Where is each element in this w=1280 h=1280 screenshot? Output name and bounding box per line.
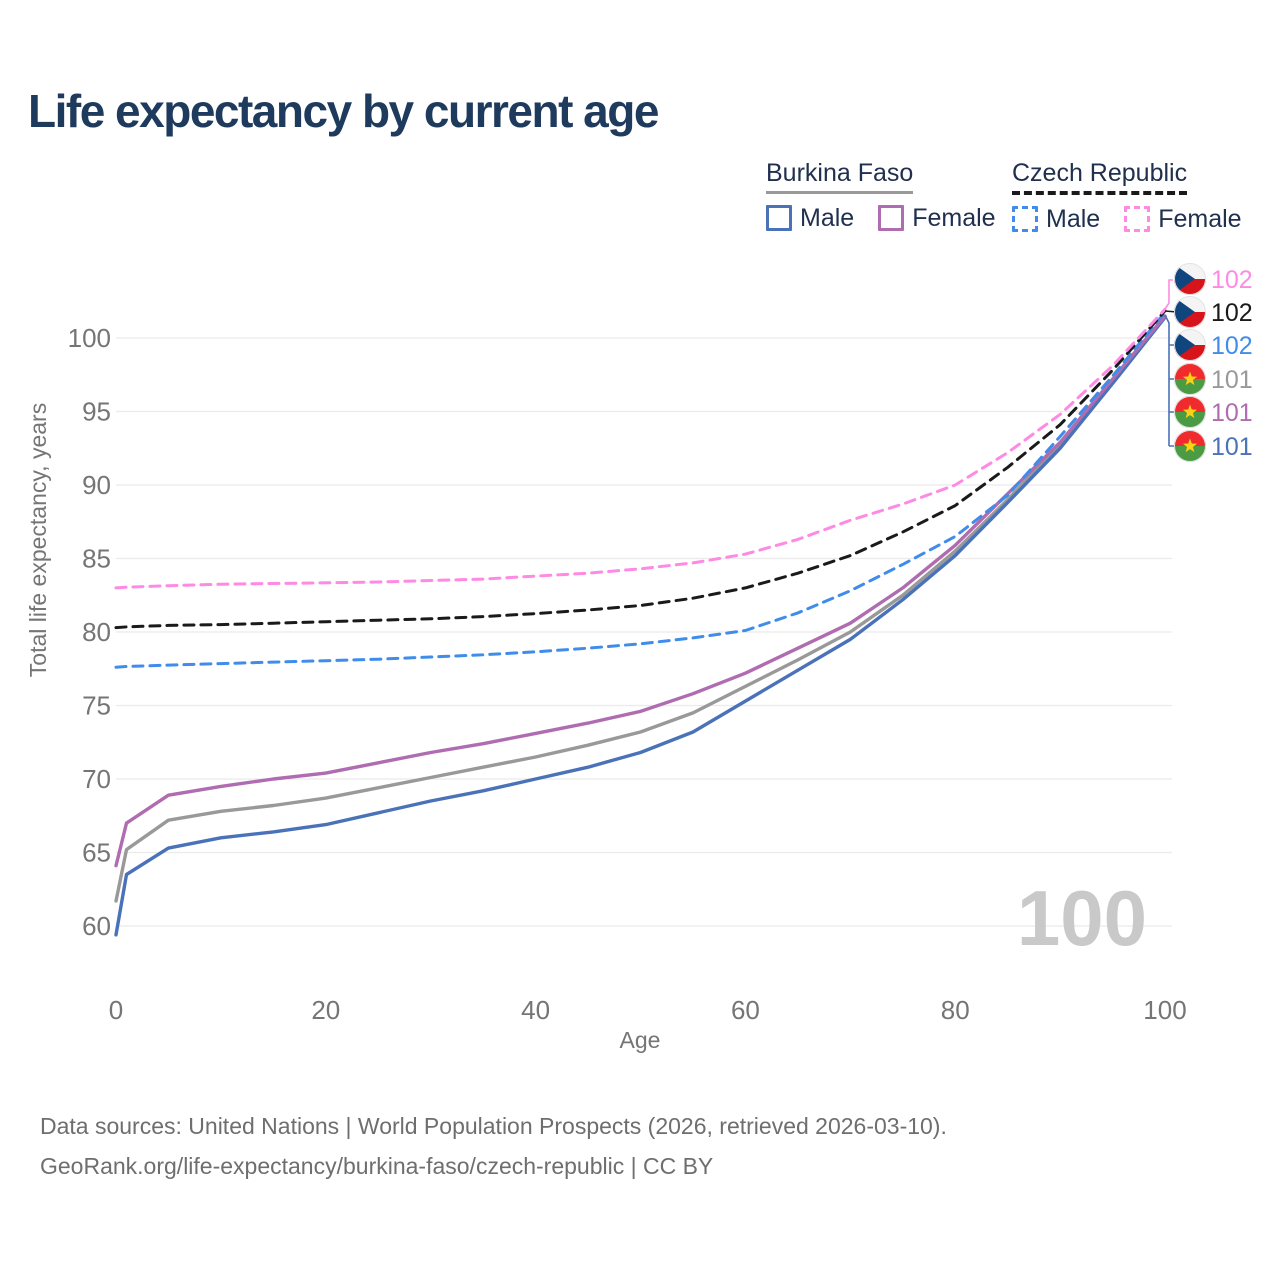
y-tick-label-60: 60	[82, 911, 111, 941]
y-tick-label-80: 80	[82, 617, 111, 647]
end-label-2: 102	[1211, 332, 1253, 360]
legend-item-burkina-faso-female[interactable]: Female	[878, 204, 996, 232]
legend-item-czech-republic-female[interactable]: Female	[1124, 205, 1242, 233]
footer: Data sources: United Nations | World Pop…	[40, 1106, 947, 1186]
x-tick-label-60: 60	[731, 995, 760, 1025]
czech-republic-flag-icon	[1174, 296, 1206, 328]
czech-republic-flag-icon	[1174, 329, 1206, 361]
legend-swatch-burkina-faso-male[interactable]	[766, 205, 792, 231]
legend-label-burkina-faso-male: Male	[800, 204, 855, 232]
y-tick-label-95: 95	[82, 397, 111, 427]
legend-group-burkina-faso-name[interactable]: Burkina Faso	[766, 160, 914, 194]
end-label-0: 102	[1211, 266, 1253, 294]
y-tick-label-75: 75	[82, 691, 111, 721]
x-axis-title: Age	[620, 1027, 661, 1053]
flag-border	[1174, 430, 1206, 462]
legend-swatch-burkina-faso-female[interactable]	[878, 205, 905, 231]
y-tick-label-100: 100	[68, 323, 111, 353]
legend-group-czech-republic: Czech Republic Male Female	[1012, 160, 1242, 232]
y-axis-title: Total life expectancy, years	[25, 403, 51, 677]
leader-line-czech-both	[1164, 310, 1178, 313]
series-line-burkina-faso-female[interactable]	[114, 314, 1167, 868]
y-tick-label-90: 90	[82, 470, 111, 500]
x-tick-label-80: 80	[941, 995, 970, 1025]
flag-border	[1174, 363, 1206, 395]
series-line-czech-republic-female[interactable]	[114, 307, 1167, 590]
series-line-czech-republic-male[interactable]	[114, 310, 1167, 669]
legend-items-burkina-faso: Male Female	[766, 205, 996, 231]
legend-items-czech-republic: Male Female	[1012, 206, 1242, 232]
burkina-faso-flag-icon	[1174, 430, 1206, 462]
leader-bracket-burkina	[1164, 314, 1175, 447]
page-title: Life expectancy by current age	[28, 85, 659, 137]
flag-border	[1174, 263, 1206, 295]
x-tick-label-0: 0	[109, 995, 123, 1025]
legend-group-burkina-faso: Burkina Faso Male Female	[766, 160, 996, 231]
end-label-5: 101	[1211, 433, 1253, 461]
footer-attribution: GeoRank.org/life-expectancy/burkina-faso…	[40, 1153, 714, 1179]
burkina-faso-flag-icon	[1174, 396, 1206, 428]
burkina-faso-flag-icon	[1174, 363, 1206, 395]
legend-swatch-czech-republic-female[interactable]	[1124, 206, 1151, 232]
age-watermark: 100	[1017, 874, 1147, 962]
legend-item-burkina-faso-male[interactable]: Male	[766, 205, 854, 231]
series-line-burkina-faso-male[interactable]	[114, 315, 1167, 937]
czech-republic-flag-icon	[1174, 263, 1206, 295]
legend-label-czech-republic-female: Female	[1158, 205, 1242, 233]
x-tick-label-100: 100	[1143, 995, 1186, 1025]
end-label-3: 101	[1211, 366, 1253, 394]
y-tick-label-70: 70	[82, 764, 111, 794]
legend-label-burkina-faso-female: Female	[912, 204, 996, 232]
end-label-1: 102	[1211, 299, 1253, 327]
legend-group-czech-republic-name[interactable]: Czech Republic	[1012, 160, 1188, 195]
flag-border	[1174, 329, 1206, 361]
footer-data-sources: Data sources: United Nations | World Pop…	[40, 1113, 947, 1139]
legend-item-czech-republic-male[interactable]: Male	[1012, 206, 1100, 232]
end-label-4: 101	[1211, 399, 1253, 427]
y-tick-label-85: 85	[82, 544, 111, 574]
legend-swatch-czech-republic-male[interactable]	[1012, 206, 1038, 232]
flag-border	[1174, 396, 1206, 428]
series-line-czech-republic-both[interactable]	[114, 309, 1167, 630]
leader-line-czech-female	[1164, 279, 1173, 310]
flag-border	[1174, 296, 1206, 328]
legend-label-czech-republic-male: Male	[1046, 205, 1101, 233]
y-tick-label-65: 65	[82, 838, 111, 868]
series-line-burkina-faso-both[interactable]	[114, 315, 1167, 903]
x-tick-label-40: 40	[521, 995, 550, 1025]
x-tick-label-20: 20	[311, 995, 340, 1025]
